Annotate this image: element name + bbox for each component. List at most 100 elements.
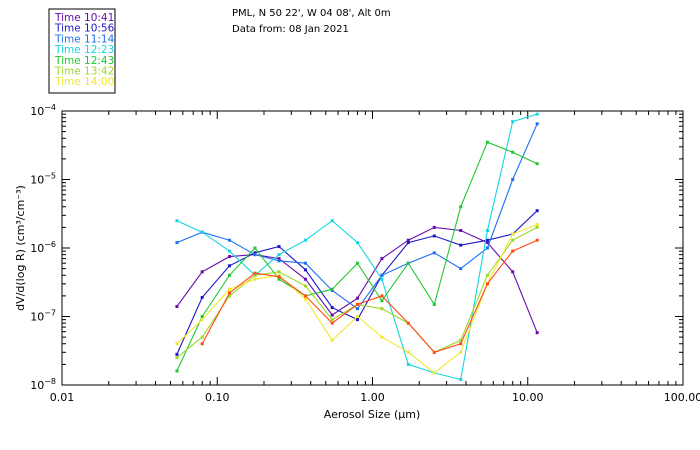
data-point <box>380 277 384 281</box>
data-point <box>459 350 463 354</box>
data-point <box>485 282 489 286</box>
data-point <box>277 257 281 261</box>
y-tick-label: 10−4 <box>30 103 56 118</box>
data-point <box>380 299 384 303</box>
y-tick-label: 10−8 <box>30 377 56 392</box>
data-point <box>355 296 359 300</box>
data-point <box>253 273 257 277</box>
data-point <box>277 245 281 249</box>
data-point <box>406 241 410 245</box>
series-7 <box>200 238 539 354</box>
data-point <box>406 350 410 354</box>
data-point <box>511 232 515 236</box>
data-point <box>228 287 232 291</box>
data-point <box>330 219 334 223</box>
data-point <box>228 264 232 268</box>
data-point <box>380 294 384 298</box>
x-axis-label: Aerosol Size (μm) <box>324 408 421 421</box>
data-point <box>228 255 232 259</box>
data-point <box>355 307 359 311</box>
data-point <box>303 284 307 288</box>
data-point <box>485 140 489 144</box>
data-point <box>432 371 436 375</box>
data-point <box>459 338 463 342</box>
data-point <box>459 229 463 233</box>
data-point <box>511 120 515 124</box>
y-tick-label: 10−7 <box>30 309 56 324</box>
plot-frame <box>61 110 684 386</box>
data-point <box>511 150 515 154</box>
data-point <box>459 342 463 346</box>
data-point <box>200 295 204 299</box>
data-point <box>175 241 179 245</box>
data-point <box>253 277 257 281</box>
legend-entry: Time 11:14 <box>54 33 115 45</box>
data-point <box>200 315 204 318</box>
legend-entry: Time 14:00 <box>54 76 114 88</box>
data-point <box>228 238 232 242</box>
series-2 <box>175 122 539 311</box>
data-point <box>330 318 334 322</box>
data-point <box>277 277 281 281</box>
data-point <box>200 270 204 274</box>
data-point <box>535 331 539 335</box>
data-point <box>228 273 232 277</box>
legend-entry: Time 12:43 <box>54 55 114 67</box>
data-point <box>303 294 307 298</box>
data-point <box>253 251 257 255</box>
chart-title-date: Data from: 08 Jan 2021 <box>232 24 349 35</box>
data-point <box>355 261 359 265</box>
data-point <box>200 342 204 346</box>
data-point <box>459 205 463 209</box>
x-tick-label: 1.00 <box>360 391 385 404</box>
series-line <box>176 210 538 355</box>
data-point <box>432 225 436 229</box>
data-point <box>303 238 307 242</box>
data-point <box>355 241 359 245</box>
x-tick-label: 100.00 <box>664 391 700 404</box>
data-point <box>535 162 539 166</box>
data-point <box>535 209 539 213</box>
data-point <box>380 273 384 277</box>
x-tick-label: 0.10 <box>205 391 230 404</box>
data-point <box>535 122 539 126</box>
data-point <box>200 335 204 339</box>
data-point <box>406 238 410 242</box>
data-point <box>200 230 204 234</box>
data-point <box>380 307 384 311</box>
data-point <box>485 246 489 250</box>
data-point <box>355 315 359 318</box>
data-point <box>432 350 436 354</box>
legend-entry: Time 12:23 <box>54 44 114 56</box>
data-point <box>277 273 281 277</box>
series-3 <box>175 112 539 382</box>
data-point <box>355 302 359 306</box>
data-point <box>303 297 307 301</box>
data-point <box>277 259 281 263</box>
data-point <box>228 294 232 298</box>
y-axis-label: dV/d(log R) (cm³/cm⁻³) <box>14 185 27 311</box>
data-point <box>406 321 410 325</box>
data-point <box>228 249 232 253</box>
data-point <box>253 246 257 250</box>
data-point <box>535 223 539 227</box>
data-point <box>432 234 436 238</box>
data-point <box>175 352 179 356</box>
data-point <box>303 277 307 281</box>
data-point <box>330 321 334 325</box>
data-point <box>200 318 204 322</box>
data-point <box>330 306 334 310</box>
data-point <box>511 238 515 242</box>
data-point <box>330 287 334 291</box>
data-point <box>330 338 334 342</box>
data-point <box>303 268 307 272</box>
data-point <box>406 362 410 366</box>
data-point <box>459 378 463 382</box>
series-line <box>201 239 538 353</box>
data-point <box>277 253 281 257</box>
data-point <box>511 178 515 181</box>
data-point <box>432 251 436 255</box>
data-point <box>175 369 179 373</box>
data-point <box>459 267 463 271</box>
